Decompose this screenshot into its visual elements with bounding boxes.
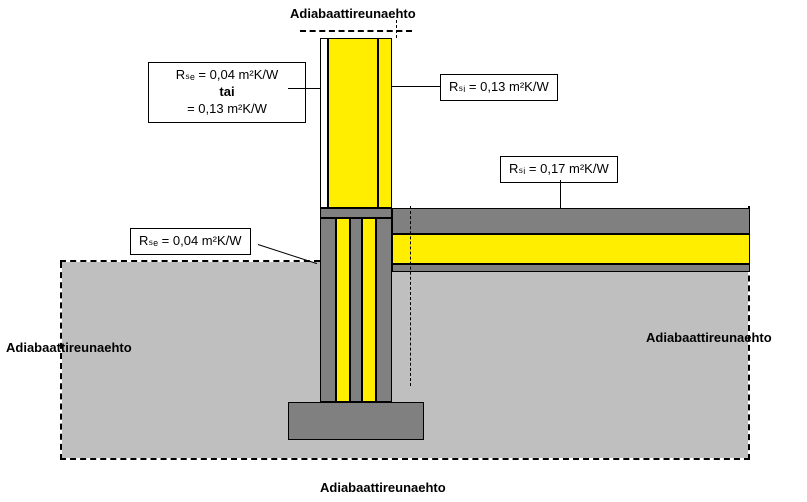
box-rsi-floor: Rₛᵢ = 0,17 m²K/W (500, 156, 618, 183)
ground-fill-left (62, 262, 320, 458)
centerline-mid (410, 206, 411, 386)
leader-rsi-floor-v (560, 180, 561, 208)
rsi1-text: Rₛᵢ = 0,13 m²K/W (449, 79, 549, 94)
label-bottom: Adiabaattireunaehto (320, 480, 446, 495)
stem-core (350, 218, 362, 402)
stem-ins-left (336, 218, 350, 402)
rse2-text: Rₛₑ = 0,04 m²K/W (139, 233, 242, 248)
wall-sill (320, 208, 392, 218)
stem-ins-right (362, 218, 376, 402)
label-top: Adiabaattireunaehto (290, 6, 416, 21)
ground-dash-bottom (60, 458, 750, 460)
ground-dash-left (60, 262, 62, 460)
rsi2-text: Rₛᵢ = 0,17 m²K/W (509, 161, 609, 176)
slab-concrete (392, 208, 750, 234)
wall-insulation (328, 38, 378, 208)
ground-dash-topleft (60, 260, 320, 262)
label-left: Adiabaattireunaehto (6, 340, 132, 355)
diagram-stage: Adiabaattireunaehto Adiabaattireunaehto … (0, 0, 807, 502)
slab-insulation (392, 234, 750, 264)
wall-outer-skin (320, 38, 328, 208)
stem-inner (376, 218, 392, 402)
rse1-tai: tai (157, 84, 297, 101)
centerline-upper (396, 20, 397, 38)
footing (288, 402, 424, 440)
wall-inner-skin (378, 38, 392, 208)
leader-rsi-upper (392, 86, 440, 87)
rse1-line3: = 0,13 m²K/W (157, 101, 297, 118)
box-rse-lower: Rₛₑ = 0,04 m²K/W (130, 228, 251, 255)
slab-bottom (392, 264, 750, 272)
label-right: Adiabaattireunaehto (646, 330, 772, 345)
box-rse-upper: Rₛₑ = 0,04 m²K/W tai = 0,13 m²K/W (148, 62, 306, 123)
box-rsi-upper: Rₛᵢ = 0,13 m²K/W (440, 74, 558, 101)
leader-rse-upper (288, 88, 320, 89)
stem-outer (320, 218, 336, 402)
rse1-line1: Rₛₑ = 0,04 m²K/W (157, 67, 297, 84)
